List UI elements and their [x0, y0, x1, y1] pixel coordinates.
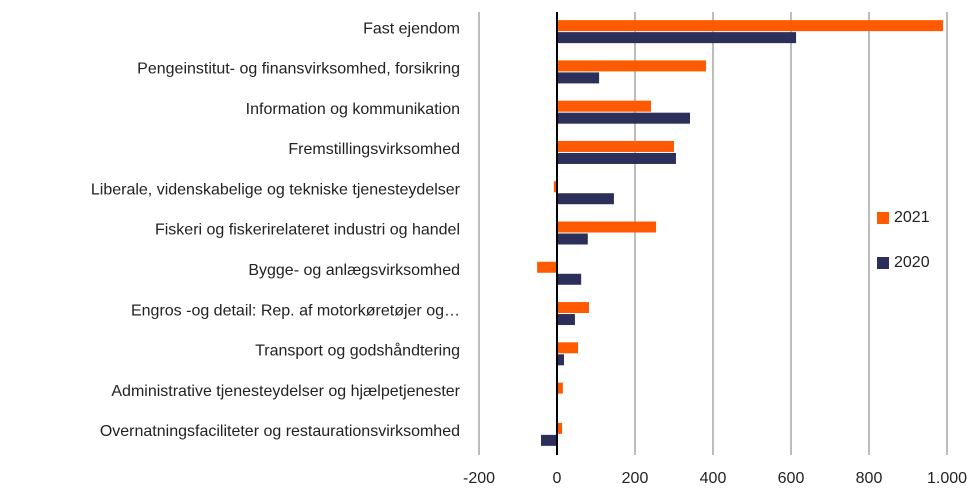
y-tick-label: Pengeinstitut- og finansvirksomhed, fors…: [137, 61, 460, 78]
legend-swatch: [877, 212, 889, 224]
bar: [557, 72, 600, 84]
legend-swatch: [877, 257, 889, 269]
bar: [541, 434, 557, 446]
bar: [557, 422, 563, 434]
x-tick-label: 600: [778, 470, 805, 487]
y-tick-label: Transport og godshåndtering: [255, 342, 460, 360]
bar: [557, 100, 651, 112]
bar: [537, 261, 557, 273]
bar: [557, 342, 579, 354]
bar: [557, 302, 589, 314]
bar: [557, 32, 797, 44]
x-tick-label: 800: [856, 470, 883, 487]
bar: [557, 20, 944, 32]
y-tick-label: Fast ejendom: [363, 20, 460, 37]
bar: [557, 112, 690, 124]
x-tick-label: -200: [463, 470, 495, 487]
bar: [557, 233, 588, 245]
y-tick-label: Fiskeri og fiskerirelateret industri og …: [155, 222, 460, 239]
x-tick-label: 200: [622, 470, 649, 487]
x-tick-label: 1.000: [927, 470, 967, 487]
y-tick-label: Engros -og detail: Rep. af motorkøretøje…: [131, 302, 460, 319]
bar: [553, 181, 557, 193]
legend-label: 2020: [894, 254, 930, 271]
bar: [557, 382, 563, 394]
legend-label: 2021: [894, 209, 930, 226]
y-tick-label: Fremstillingsvirksomhed: [288, 141, 460, 158]
bar: [557, 152, 676, 164]
y-tick-label: Liberale, videnskabelige og tekniske tje…: [91, 181, 461, 198]
bar: [557, 221, 657, 233]
bar: [557, 314, 575, 326]
y-tick-label: Bygge- og anlægsvirksomhed: [248, 262, 460, 279]
y-tick-label: Overnatningsfaciliteter og restaurations…: [100, 423, 460, 440]
bar: [557, 60, 706, 72]
bar: [557, 140, 674, 152]
bar: [557, 273, 582, 285]
y-tick-label: Administrative tjenesteydelser og hjælpe…: [111, 383, 460, 400]
bar: [557, 354, 565, 366]
x-tick-label: 0: [553, 470, 562, 487]
bar: [557, 193, 614, 205]
x-tick-label: 400: [700, 470, 727, 487]
y-tick-label: Information og kommunikation: [246, 101, 460, 118]
